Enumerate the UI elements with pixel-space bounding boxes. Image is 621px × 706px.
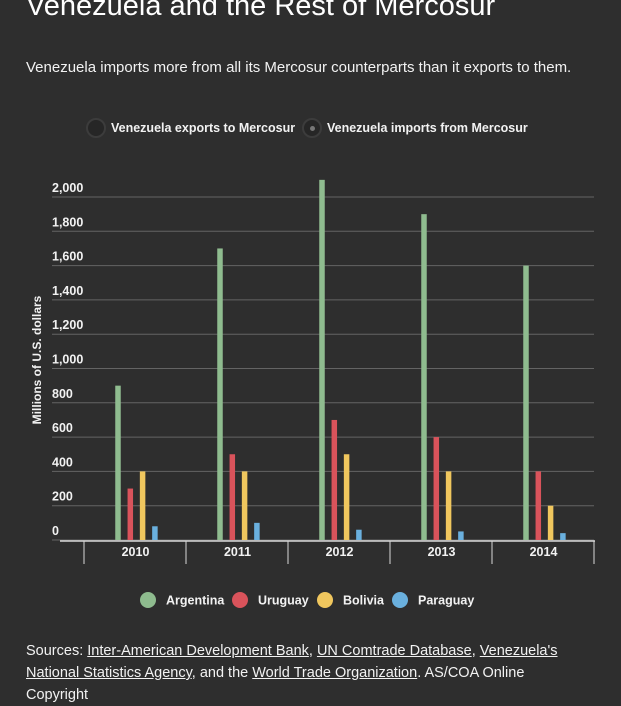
legend-swatch-uruguay — [232, 592, 248, 608]
radio-selected-dot — [309, 125, 315, 131]
legend-label-bolivia: Bolivia — [343, 594, 385, 608]
bar-bolivia-2010 — [139, 471, 146, 540]
source-link-comtrade[interactable]: UN Comtrade Database — [316, 643, 472, 659]
bar-bolivia-2014 — [547, 505, 554, 540]
toggle-imports[interactable]: Venezuela imports from Mercosur — [302, 117, 528, 139]
y-tick-label: 0 — [52, 524, 59, 538]
source-link-wto[interactable]: World Trade Organization — [252, 665, 418, 681]
bar-bolivia-2012 — [343, 454, 350, 540]
legend-label-uruguay: Uruguay — [258, 594, 309, 608]
bar-argentina-2014 — [523, 265, 529, 540]
x-tick-label: 2011 — [224, 545, 251, 559]
page-title: Venezuela and the Rest of Mercosur — [26, 0, 496, 22]
radio-exports[interactable] — [86, 118, 106, 138]
legend-swatch-paraguay — [392, 592, 408, 608]
sources-suffix: . AS/COA Online — [417, 665, 525, 681]
y-tick-label: 1,600 — [52, 250, 83, 264]
source-link-idb[interactable]: Inter-American Development Bank — [87, 643, 309, 659]
toggle-exports[interactable]: Venezuela exports to Mercosur — [86, 117, 295, 139]
y-tick-label: 1,800 — [52, 215, 83, 229]
legend-label-paraguay: Paraguay — [418, 594, 474, 608]
x-tick-label: 2013 — [428, 545, 456, 559]
bar-paraguay-2013 — [458, 531, 464, 540]
bar-bolivia-2011 — [241, 471, 248, 540]
y-tick-label: 1,000 — [52, 353, 83, 367]
y-tick-label: 1,400 — [52, 284, 83, 298]
sources-separator: , and the — [191, 665, 253, 681]
y-tick-label: 1,200 — [52, 318, 83, 332]
sources-prefix: Sources: — [26, 643, 88, 659]
legend-swatch-argentina — [140, 592, 156, 608]
bar-argentina-2010 — [115, 385, 121, 540]
bar-uruguay-2013 — [433, 437, 440, 540]
copyright-text: Copyright — [26, 687, 89, 703]
bar-argentina-2013 — [421, 214, 427, 540]
y-tick-label: 600 — [52, 421, 73, 435]
chart-subtitle: Venezuela imports more from all its Merc… — [26, 59, 572, 76]
toggle-imports-label: Venezuela imports from Mercosur — [327, 121, 528, 135]
x-tick-label: 2010 — [122, 545, 150, 559]
y-tick-label: 800 — [52, 387, 73, 401]
bar-paraguay-2012 — [356, 529, 362, 540]
legend-swatch-bolivia — [317, 592, 333, 608]
toggle-exports-label: Venezuela exports to Mercosur — [111, 121, 296, 135]
bar-uruguay-2010 — [127, 488, 134, 540]
bar-argentina-2012 — [319, 179, 325, 540]
bar-uruguay-2014 — [535, 471, 542, 540]
x-tick-label: 2012 — [326, 545, 354, 559]
y-tick-label: 400 — [52, 455, 73, 469]
sources-separator: , — [308, 643, 317, 659]
bar-paraguay-2011 — [254, 522, 260, 540]
y-tick-label: 200 — [52, 490, 73, 504]
bar-bolivia-2013 — [445, 471, 452, 540]
bar-uruguay-2012 — [331, 419, 338, 540]
bar-paraguay-2010 — [152, 526, 158, 540]
sources: Sources: Inter-American Development Bank… — [26, 640, 596, 706]
legend-label-argentina: Argentina — [166, 594, 225, 608]
bar-paraguay-2014 — [560, 533, 566, 540]
sources-separator: , — [471, 643, 480, 659]
bar-chart: 0 200 400 600 800 1,000 1,200 1,400 1,600 1,800 2,… — [52, 179, 595, 608]
source-link-venezuela-stats[interactable]: Venezuela's National Statistics Agency — [26, 643, 558, 681]
bar-argentina-2011 — [217, 248, 223, 540]
bar-uruguay-2011 — [229, 454, 236, 540]
radio-imports[interactable] — [302, 118, 322, 138]
y-tick-label: 2,000 — [52, 181, 83, 195]
x-tick-label: 2014 — [530, 545, 558, 559]
